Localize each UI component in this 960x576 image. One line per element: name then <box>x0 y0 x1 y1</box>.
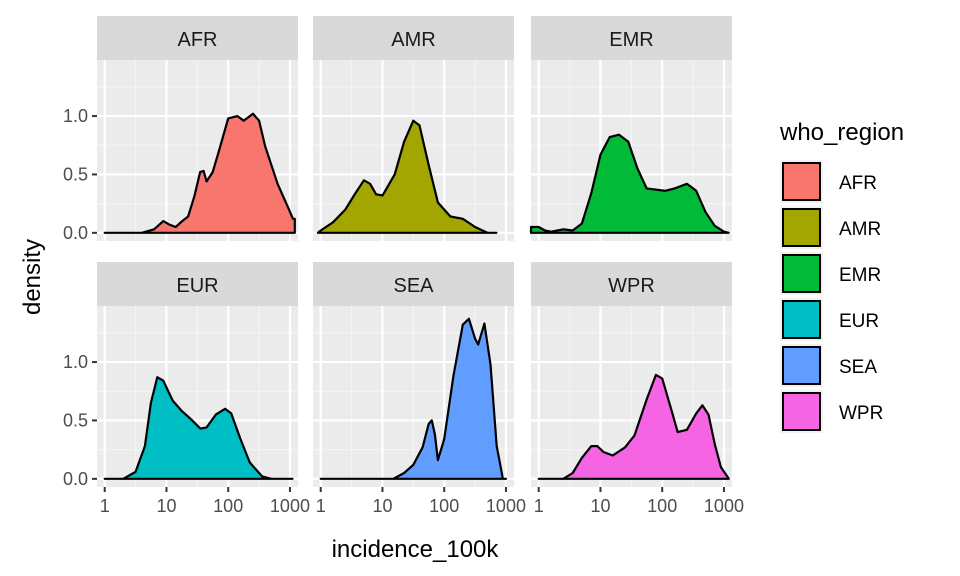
density-area-amr <box>316 119 498 234</box>
legend-swatch-wpr <box>782 392 821 431</box>
facet-strip-eur <box>97 262 298 306</box>
y-tick-label: 0.5 <box>63 410 88 430</box>
legend-swatch-eur <box>782 300 821 339</box>
facet-strip-label: EMR <box>609 29 653 51</box>
legend-label: AMR <box>839 219 881 240</box>
legend-label: EUR <box>839 311 879 332</box>
x-tick-label: 1 <box>100 496 110 516</box>
facet-strip-label: SEA <box>393 275 434 297</box>
x-axis-title: incidence_100k <box>332 536 500 563</box>
facet-strip-afr <box>97 16 298 60</box>
facet-strip-sea <box>313 262 514 306</box>
facet-strip-wpr <box>531 262 732 306</box>
density-area-emr <box>529 133 730 234</box>
facet-strip-label: AFR <box>178 29 218 51</box>
legend-label: SEA <box>839 357 877 378</box>
x-tick-label: 10 <box>156 496 176 516</box>
y-tick-label: 0.0 <box>63 469 88 489</box>
y-tick-label: 1.0 <box>63 106 88 126</box>
x-tick-label: 100 <box>429 496 459 516</box>
facet-strip-amr <box>313 16 514 60</box>
facet-strip-label: WPR <box>608 275 655 297</box>
legend-label: WPR <box>839 403 883 424</box>
density-area-wpr <box>537 373 730 480</box>
density-area-sea <box>319 317 508 480</box>
legend-swatch-emr <box>782 254 821 293</box>
x-tick-label: 10 <box>590 496 610 516</box>
x-tick-label: 1000 <box>486 496 526 516</box>
x-tick-label: 1000 <box>270 496 310 516</box>
y-tick-label: 1.0 <box>63 352 88 372</box>
x-tick-label: 100 <box>647 496 677 516</box>
legend-swatch-amr <box>782 208 821 247</box>
y-tick-label: 0.0 <box>63 223 88 243</box>
density-area-afr <box>103 112 296 234</box>
x-tick-label: 1000 <box>704 496 744 516</box>
legend-swatch-afr <box>782 162 821 201</box>
facet-strip-label: AMR <box>391 29 435 51</box>
x-tick-label: 1 <box>316 496 326 516</box>
density-area-eur <box>103 376 294 480</box>
y-axis-title: density <box>19 239 46 315</box>
x-tick-label: 100 <box>213 496 243 516</box>
y-tick-label: 0.5 <box>63 164 88 184</box>
x-tick-label: 10 <box>372 496 392 516</box>
facet-strip-emr <box>531 16 732 60</box>
x-tick-label: 1 <box>534 496 544 516</box>
facet-strip-label: EUR <box>176 275 218 297</box>
legend-label: AFR <box>839 173 877 194</box>
legend-title: who_region <box>779 119 904 146</box>
legend-swatch-sea <box>782 346 821 385</box>
legend-label: EMR <box>839 265 881 286</box>
